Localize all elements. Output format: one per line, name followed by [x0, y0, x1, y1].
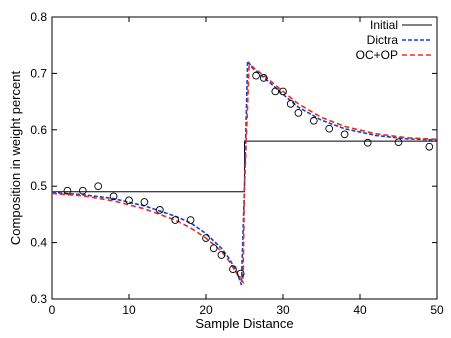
legend-label: Dictra — [367, 33, 399, 47]
data-point — [202, 234, 210, 242]
data-point — [425, 142, 434, 151]
data-point — [309, 116, 318, 125]
data-point — [63, 186, 72, 195]
x-tick-label: 50 — [430, 303, 444, 317]
x-tick-label: 30 — [276, 303, 290, 317]
data-point — [209, 244, 218, 253]
data-point — [252, 71, 260, 80]
data-point — [155, 206, 164, 214]
data-point — [125, 196, 133, 205]
data-point — [259, 74, 268, 82]
y-tick-label: 0.8 — [30, 10, 47, 24]
data-points — [63, 71, 434, 278]
x-axis-title: Sample Distance — [195, 316, 293, 331]
data-point — [236, 269, 245, 278]
data-point — [109, 192, 118, 201]
data-point — [394, 138, 403, 147]
ticks: 0 10 20 30 40 50 0.3 0.4 0.5 0.6 0.7 0.8 — [30, 10, 444, 317]
x-tick-label: 0 — [49, 303, 56, 317]
data-point — [217, 251, 226, 259]
series-lines — [51, 58, 438, 286]
data-point — [286, 100, 295, 108]
data-point — [140, 198, 149, 206]
data-point — [171, 216, 180, 224]
data-point — [279, 87, 287, 96]
data-point — [294, 109, 303, 117]
data-point — [186, 216, 195, 224]
data-point — [271, 87, 280, 96]
data-point — [363, 138, 372, 147]
data-point — [325, 124, 334, 133]
y-tick-label: 0.6 — [30, 123, 47, 137]
x-tick-label: 10 — [122, 303, 136, 317]
x-tick-label: 40 — [353, 303, 367, 317]
data-point — [229, 265, 237, 273]
x-tick-label: 20 — [199, 303, 213, 317]
data-point — [94, 182, 103, 191]
y-tick-label: 0.7 — [30, 66, 47, 80]
legend-label: Initial — [370, 18, 398, 32]
data-point — [78, 186, 87, 195]
series-line-dictra — [51, 58, 438, 286]
legend-label: OC+OP — [356, 48, 398, 62]
series-line-oc-op — [51, 63, 438, 285]
y-tick-label: 0.5 — [30, 179, 47, 193]
y-tick-label: 0.3 — [30, 292, 47, 306]
y-tick-label: 0.4 — [30, 236, 47, 250]
y-axis-title: Composition in weight percent — [8, 71, 23, 246]
data-point — [340, 130, 349, 139]
